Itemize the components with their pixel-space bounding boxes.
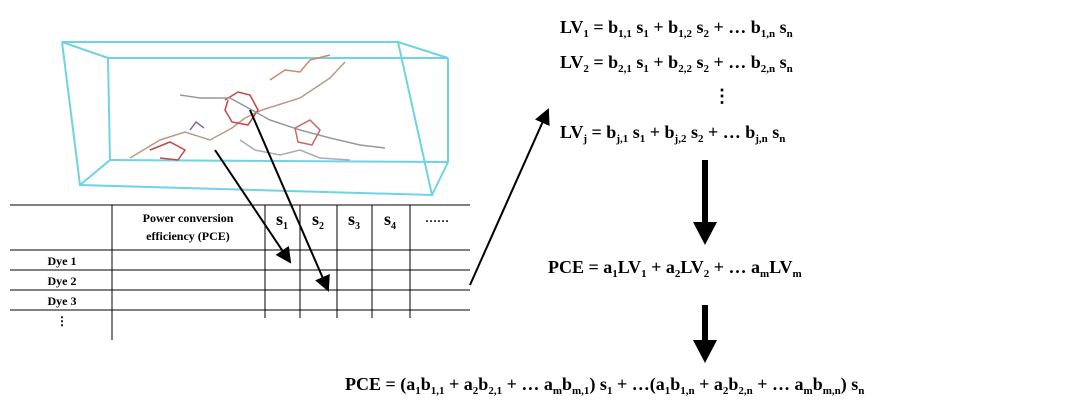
text-run: LV xyxy=(560,17,583,37)
subscript: 2,n xyxy=(761,63,775,75)
text-run: s xyxy=(312,209,319,229)
text-run: b xyxy=(813,374,823,394)
subscript: 2 xyxy=(319,221,324,232)
text-run: = b xyxy=(589,52,618,72)
text-run: LV xyxy=(618,257,641,277)
text-run: + b xyxy=(645,122,674,142)
text-run: PCE = a xyxy=(548,257,612,277)
text-run: + a xyxy=(445,374,473,394)
label: Power conversion xyxy=(143,211,234,225)
text-run: s xyxy=(632,17,644,37)
subscript: 1 xyxy=(283,221,288,232)
subscript: 2,1 xyxy=(488,385,502,397)
subscript: m xyxy=(553,385,562,397)
text-run: b xyxy=(728,374,738,394)
formula: LVj = bj,1 s1 + bj,2 s2 + … bj,n sn xyxy=(560,122,785,145)
label: Dye 1 xyxy=(48,254,77,268)
subscript: n xyxy=(787,28,793,40)
text-run: + b xyxy=(649,17,678,37)
subscript: n xyxy=(787,63,793,75)
subscript: 3 xyxy=(355,221,360,232)
label: ⋮ xyxy=(713,86,731,106)
label: Dye 2 xyxy=(48,274,77,288)
text-run: PCE = (a xyxy=(345,374,415,395)
subscript: 1,2 xyxy=(678,28,692,40)
label: Dye 3 xyxy=(48,294,77,308)
text-run: + … a xyxy=(753,374,804,394)
text-run: + … a xyxy=(709,257,760,277)
text-run: LV xyxy=(680,257,703,277)
text-run: + … a xyxy=(502,374,553,394)
subscript: m xyxy=(760,268,769,280)
diagram: LV1 = b1,1 s1 + b1,2 s2 + … b1,n snLV2 =… xyxy=(0,0,1070,401)
text-run: s xyxy=(628,122,640,142)
text-run: s xyxy=(276,209,283,229)
formula: PCE = (a1b1,1 + a2b2,1 + … ambm,1) s1 + … xyxy=(345,374,864,397)
formula: s1 xyxy=(276,209,288,232)
formula: s4 xyxy=(384,209,396,232)
subscript: 4 xyxy=(391,221,396,232)
subscript: n xyxy=(779,133,785,145)
text-run: = b xyxy=(587,122,616,142)
text-run: + … b xyxy=(709,17,761,37)
text-run: s xyxy=(692,52,704,72)
text-run: + … b xyxy=(703,122,755,142)
text-run: ) s xyxy=(589,374,607,395)
subscript: 1,1 xyxy=(431,385,445,397)
subscript: m,n xyxy=(823,385,841,397)
subscript: j,n xyxy=(754,133,768,145)
subscript: 2,2 xyxy=(678,63,692,75)
text-run: LV xyxy=(560,122,583,142)
molecule xyxy=(130,55,385,160)
label: …… xyxy=(425,211,449,225)
text-run: s xyxy=(775,52,787,72)
subscript: 2,n xyxy=(738,385,752,397)
subscript: j,1 xyxy=(615,133,628,145)
formula: LV1 = b1,1 s1 + b1,2 s2 + … b1,n sn xyxy=(560,17,793,40)
text-run: b xyxy=(670,374,680,394)
formula: s3 xyxy=(348,209,360,232)
formula: s2 xyxy=(312,209,324,232)
text-run: s xyxy=(768,122,780,142)
text-run: b xyxy=(421,374,431,394)
subscript: 1,1 xyxy=(618,28,632,40)
subscript: n xyxy=(858,385,864,397)
formula: PCE = a1LV1 + a2LV2 + … amLVm xyxy=(548,257,802,280)
text-run: s xyxy=(632,52,644,72)
text-run: b xyxy=(562,374,572,394)
text-run: s xyxy=(686,122,698,142)
text-run: s xyxy=(348,209,355,229)
text-run: s xyxy=(384,209,391,229)
text-run: = b xyxy=(589,17,618,37)
text-run: + … b xyxy=(709,52,761,72)
text-run: + a xyxy=(647,257,675,277)
label: ⋮ xyxy=(56,314,68,328)
text-run: + b xyxy=(649,52,678,72)
subscript: 2,1 xyxy=(618,63,632,75)
text-run: s xyxy=(775,17,787,37)
subscript: j,2 xyxy=(674,133,687,145)
text-run: s xyxy=(692,17,704,37)
text-run: + a xyxy=(695,374,723,394)
subscript: m xyxy=(804,385,813,397)
subscript: 1,n xyxy=(680,385,694,397)
label: efficiency (PCE) xyxy=(146,229,230,243)
subscript: m xyxy=(793,268,802,280)
formula: LV2 = b2,1 s1 + b2,2 s2 + … b2,n sn xyxy=(560,52,793,75)
table-grid xyxy=(10,205,470,340)
subscript: m,1 xyxy=(572,385,589,397)
text-run: LV xyxy=(769,257,792,277)
subscript: 1,n xyxy=(761,28,775,40)
simulation-box xyxy=(62,42,448,195)
text-run: b xyxy=(478,374,488,394)
text-run: + …(a xyxy=(612,374,664,395)
text-run: LV xyxy=(560,52,583,72)
text-run: ) s xyxy=(841,374,859,395)
